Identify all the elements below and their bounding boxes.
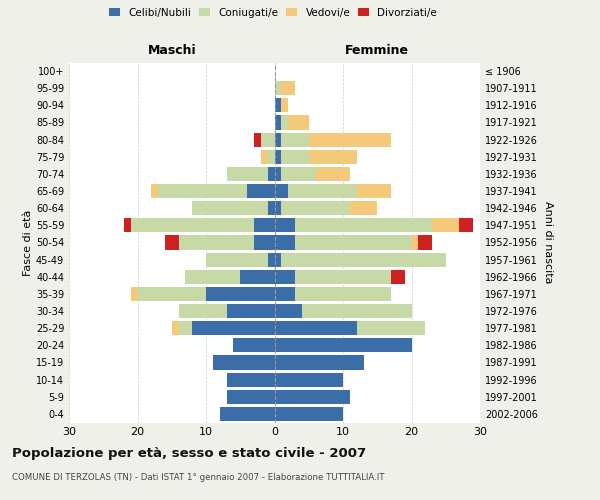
Bar — [275, 218, 295, 232]
Bar — [275, 167, 281, 181]
Bar — [418, 236, 432, 250]
Bar — [295, 287, 391, 301]
Bar — [206, 287, 275, 301]
Bar — [275, 116, 281, 130]
Bar — [206, 252, 268, 266]
Bar — [275, 304, 302, 318]
Bar — [281, 150, 309, 164]
Bar — [275, 184, 288, 198]
Bar — [281, 81, 295, 95]
Bar — [275, 270, 295, 284]
Bar — [281, 116, 288, 130]
Bar — [193, 321, 275, 335]
Bar — [309, 132, 391, 146]
Bar — [268, 150, 275, 164]
Bar — [281, 98, 288, 112]
Bar — [233, 338, 275, 352]
Text: Femmine: Femmine — [345, 44, 409, 58]
Bar — [227, 390, 275, 404]
Bar — [432, 218, 460, 232]
Bar — [275, 252, 281, 266]
Bar — [261, 150, 268, 164]
Bar — [460, 218, 473, 232]
Bar — [137, 287, 206, 301]
Bar — [309, 150, 356, 164]
Bar — [254, 236, 275, 250]
Bar — [356, 184, 391, 198]
Bar — [227, 167, 268, 181]
Bar — [275, 132, 281, 146]
Bar — [391, 270, 404, 284]
Bar — [131, 218, 254, 232]
Bar — [131, 287, 137, 301]
Bar — [412, 236, 418, 250]
Bar — [254, 218, 275, 232]
Bar — [275, 236, 295, 250]
Bar — [275, 338, 412, 352]
Bar — [275, 407, 343, 421]
Bar — [227, 372, 275, 386]
Bar — [268, 167, 275, 181]
Bar — [185, 270, 240, 284]
Bar — [281, 132, 309, 146]
Bar — [275, 98, 281, 112]
Bar — [165, 236, 179, 250]
Text: COMUNE DI TERZOLAS (TN) - Dati ISTAT 1° gennaio 2007 - Elaborazione TUTTITALIA.I: COMUNE DI TERZOLAS (TN) - Dati ISTAT 1° … — [12, 472, 385, 482]
Bar — [240, 270, 275, 284]
Bar — [275, 201, 281, 215]
Bar — [192, 201, 268, 215]
Y-axis label: Anni di nascita: Anni di nascita — [543, 201, 553, 284]
Bar — [275, 287, 295, 301]
Bar — [288, 184, 356, 198]
Bar — [247, 184, 275, 198]
Bar — [281, 252, 446, 266]
Text: Maschi: Maschi — [148, 44, 196, 58]
Bar — [275, 81, 281, 95]
Bar — [227, 304, 275, 318]
Bar — [158, 184, 247, 198]
Bar — [350, 201, 377, 215]
Bar — [275, 321, 356, 335]
Bar — [268, 201, 275, 215]
Bar — [288, 116, 309, 130]
Bar — [151, 184, 158, 198]
Bar — [179, 321, 193, 335]
Bar — [254, 132, 261, 146]
Bar — [275, 372, 343, 386]
Bar — [275, 150, 281, 164]
Bar — [179, 236, 254, 250]
Bar — [316, 167, 350, 181]
Bar — [261, 132, 275, 146]
Bar — [213, 356, 275, 370]
Bar — [302, 304, 412, 318]
Bar — [179, 304, 227, 318]
Bar — [295, 270, 391, 284]
Y-axis label: Fasce di età: Fasce di età — [23, 210, 33, 276]
Bar — [295, 236, 412, 250]
Bar — [172, 321, 179, 335]
Legend: Celibi/Nubili, Coniugati/e, Vedovi/e, Divorziati/e: Celibi/Nubili, Coniugati/e, Vedovi/e, Di… — [109, 8, 437, 18]
Bar — [281, 201, 350, 215]
Bar — [124, 218, 131, 232]
Bar — [275, 356, 364, 370]
Bar — [356, 321, 425, 335]
Bar — [275, 390, 350, 404]
Bar — [268, 252, 275, 266]
Bar — [281, 167, 316, 181]
Bar — [295, 218, 432, 232]
Text: Popolazione per età, sesso e stato civile - 2007: Popolazione per età, sesso e stato civil… — [12, 448, 366, 460]
Bar — [220, 407, 275, 421]
